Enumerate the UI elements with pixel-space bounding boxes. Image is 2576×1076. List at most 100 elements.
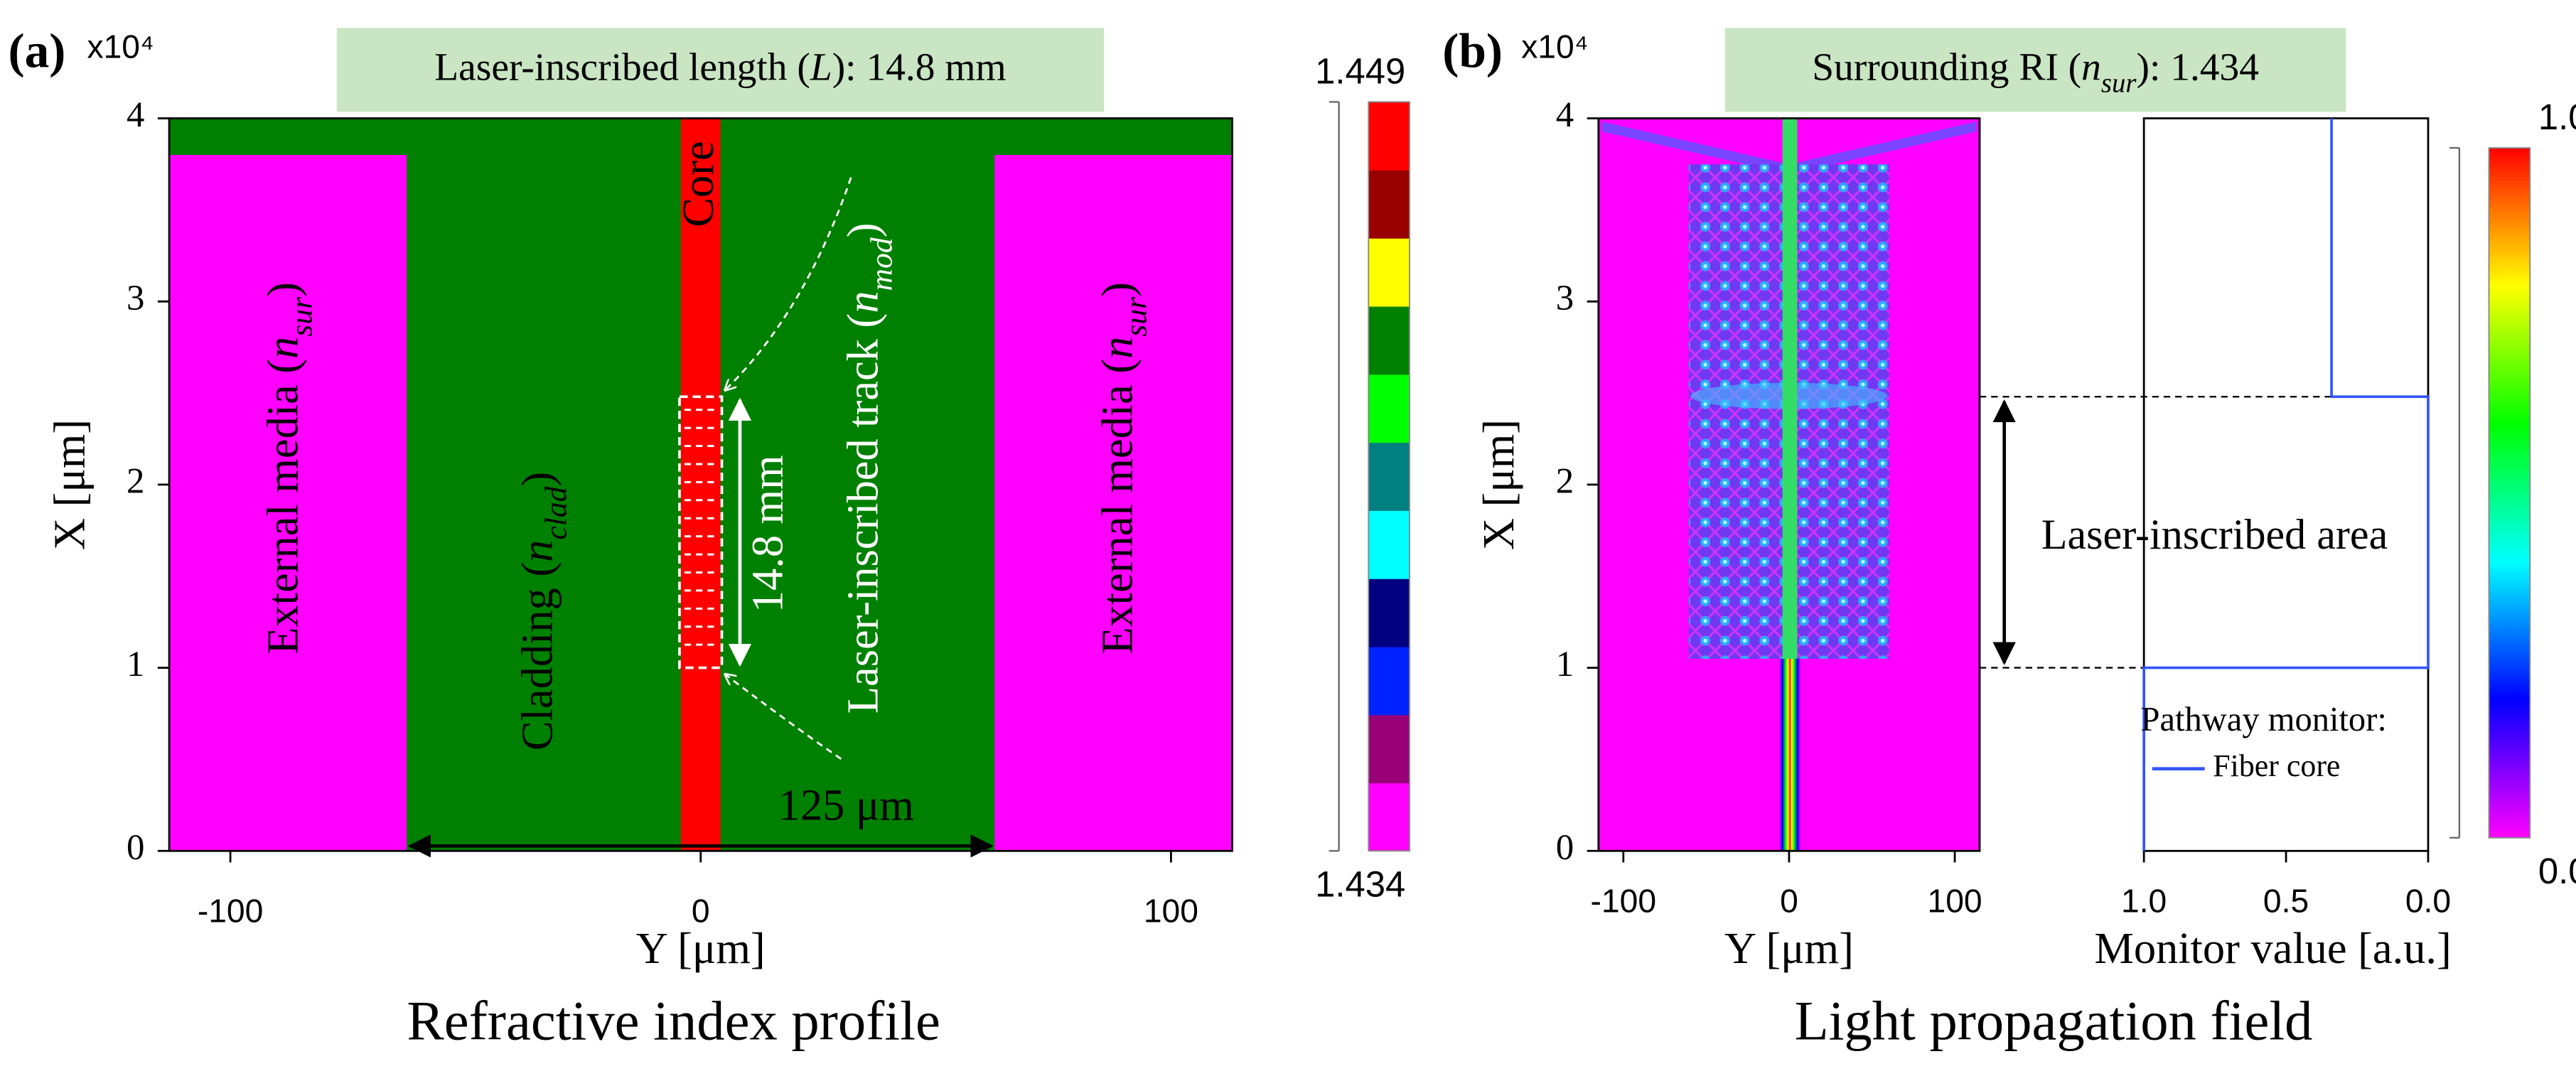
region-label-part: ) [259, 282, 308, 297]
region-label: External media (nsur) [1093, 282, 1154, 655]
colorbar-block [1368, 170, 1410, 239]
colorbar-frame [2488, 147, 2531, 839]
region-label-part: n [513, 540, 562, 562]
field-wedge [1601, 122, 1977, 175]
field-beam [1779, 658, 1801, 851]
region-label-part: ) [839, 222, 888, 237]
title-box [1724, 28, 2346, 112]
colorbar-block [1368, 237, 1410, 307]
panel-label: (b) [1442, 23, 1503, 78]
colorbar-frame [1368, 101, 1410, 852]
colorbar-tick-label: 0.0 [2538, 851, 2576, 891]
x-tick-label: 0.0 [2405, 882, 2451, 919]
y-tick-label: 4 [1556, 95, 1574, 134]
region-label-part: External media ( [1093, 359, 1142, 655]
x-tick-label: 0 [692, 892, 710, 929]
x-tick-label: -100 [198, 892, 264, 929]
colorbar-block [1368, 646, 1410, 716]
legend-title: Pathway monitor: [2141, 701, 2387, 738]
region-label-part: 125 μm [778, 781, 914, 830]
region-label-part: n [1093, 337, 1142, 359]
colorbar-block [1368, 102, 1410, 171]
y-tick-label: 1 [1556, 644, 1574, 684]
x-tick-label: 100 [1144, 892, 1198, 929]
region-label-part: clad [540, 486, 574, 539]
legend-label: Fiber core [2213, 749, 2340, 783]
y-tick-label: 4 [127, 95, 144, 134]
field-core-line [1782, 118, 1798, 659]
field-decoration [1598, 118, 1980, 851]
panel-label: (a) [9, 23, 66, 78]
x-tick-label: 1.0 [2121, 882, 2167, 919]
region [680, 118, 721, 851]
x-axis-label: Y [μm] [636, 924, 766, 973]
x-axis-label: Y [μm] [1724, 924, 1854, 973]
chart-title-part: L [810, 45, 832, 88]
region-label-part: n [259, 337, 308, 359]
chart-title: Laser-inscribed length (L): 14.8 mm [434, 45, 1006, 88]
colorbar-tick-label: 1.434 [1315, 864, 1405, 905]
title-box [336, 28, 1105, 112]
region-label: External media (nsur) [259, 282, 319, 655]
y-tick-label: 0 [1556, 827, 1574, 867]
x-axis-label: Monitor value [a.u.] [2094, 924, 2451, 973]
colorbar-block [1368, 579, 1410, 647]
colorbar-block [1368, 714, 1410, 784]
y-axis-label: X [μm] [1474, 419, 1523, 550]
annotation-bg [2014, 514, 2142, 567]
region-label-part: mod [864, 237, 898, 291]
y-tick-label: 2 [1556, 461, 1574, 501]
pointer [725, 177, 852, 390]
pointer [725, 674, 842, 760]
annotation: Laser-inscribed area [2041, 510, 2388, 558]
colorbar [2489, 148, 2531, 838]
region-label-part: sur [284, 296, 318, 337]
chart-title-part: Surrounding RI ( [1812, 45, 2081, 88]
region-label-part: 14.8 mm [744, 455, 793, 613]
region-label: Laser-inscribed track (nmod) [839, 222, 899, 714]
region-label: 125 μm [778, 781, 914, 830]
y-tick-label: 2 [127, 461, 144, 501]
region-label-part: Cladding ( [513, 562, 562, 750]
colorbar-block [1368, 442, 1410, 511]
x-tick-label: -100 [1591, 882, 1657, 919]
region-label: Cladding (nclad) [513, 472, 574, 750]
region-label-part: Core [675, 141, 724, 227]
chart-title-part: n [2081, 45, 2101, 88]
x-tick-label: 0 [1780, 882, 1798, 919]
chart-title-part: ): 1.434 [2136, 45, 2259, 88]
region-label: 14.8 mm [744, 455, 793, 613]
x-tick-label: 100 [1927, 882, 1982, 919]
monitor-line [2142, 118, 2430, 851]
y-tick-label: 1 [127, 644, 144, 684]
x-tick-label: 0.5 [2263, 882, 2309, 919]
chart-title-part: sur [2101, 68, 2137, 99]
colorbar-tick-label: 1.449 [1315, 51, 1405, 92]
chart-title-part: Laser-inscribed length ( [434, 45, 810, 88]
chart-title-part: ): 14.8 mm [832, 45, 1007, 88]
chart-title: Surrounding RI (nsur): 1.434 [1812, 45, 2259, 99]
caption: Refractive index profile [407, 990, 940, 1052]
region-label-part: ) [513, 472, 562, 487]
region-label: Core [675, 141, 724, 227]
region-label-part: sur [1120, 296, 1154, 337]
colorbar-block [1368, 374, 1410, 443]
y-axis-label: X [μm] [45, 419, 94, 550]
colorbar-block [1368, 510, 1410, 579]
colorbar-block [1368, 306, 1410, 375]
y-tick-label: 0 [127, 827, 144, 867]
region [169, 155, 407, 851]
y-tick-label: 3 [1556, 278, 1574, 318]
region-label-part: n [839, 291, 888, 313]
y-multiplier: x10⁴ [1521, 28, 1588, 65]
caption: Light propagation field [1795, 990, 2313, 1052]
y-multiplier: x10⁴ [87, 28, 154, 65]
colorbar-block [1368, 782, 1410, 851]
y-tick-label: 3 [127, 278, 144, 318]
region-label-part: Laser-inscribed track ( [839, 313, 888, 714]
region [994, 155, 1233, 851]
colorbar-tick-label: 1.0 [2538, 97, 2576, 137]
inscribed-track [678, 395, 724, 669]
